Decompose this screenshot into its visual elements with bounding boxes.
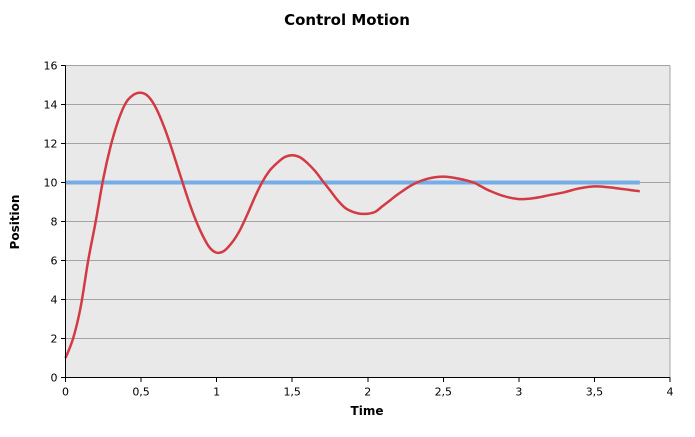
series-position-response-line (64, 91, 640, 359)
y-tick-label: 2 (51, 333, 58, 346)
x-tick-label: 0,5 (132, 386, 150, 399)
y-tick-label: 14 (44, 99, 58, 112)
x-tick-label: 1 (213, 386, 220, 399)
y-tick-label: 4 (51, 294, 58, 307)
x-axis-title: Time (351, 404, 384, 418)
y-tick-label: 8 (51, 216, 58, 229)
x-tick-label: 0 (62, 386, 69, 399)
x-tick-label: 4 (667, 386, 674, 399)
y-tick-label: 10 (44, 177, 58, 190)
plot-area: 0 2 4 6 8 10 12 14 16 0 0,5 1 1,5 2 2,5 3 3,5 4 (44, 60, 674, 399)
x-tick-label: 2,5 (435, 386, 453, 399)
chart-title: Control Motion (284, 11, 410, 29)
y-tick-label: 0 (51, 372, 58, 385)
x-tick-label: 1,5 (283, 386, 301, 399)
x-tick-label: 3,5 (586, 386, 604, 399)
x-tick-label: 2 (364, 386, 371, 399)
y-tick-label: 16 (44, 60, 58, 73)
y-tick-label: 6 (51, 255, 58, 268)
x-tick-label: 3 (515, 386, 522, 399)
y-axis-title: Position (8, 195, 22, 250)
y-tick-label: 12 (44, 138, 58, 151)
